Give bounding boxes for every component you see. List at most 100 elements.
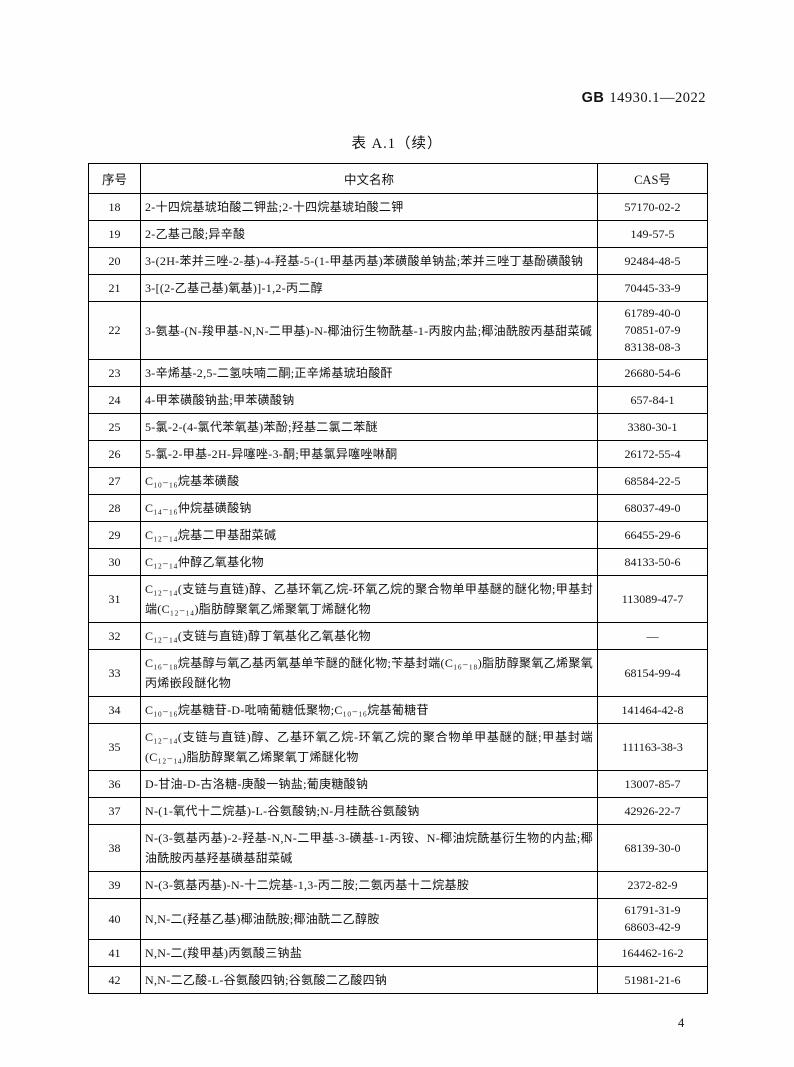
cas-number-cell: 61789-40-0 70851-07-9 83138-08-3 [597,301,708,360]
cas-number-cell: 68037-49-0 [597,494,708,522]
table-row: 19 2-乙基己酸;异辛酸 149-57-5 [88,220,708,248]
table-row: 24 4-甲苯磺酸钠盐;甲苯磺酸钠 657-84-1 [88,386,708,414]
row-number-cell: 42 [88,966,141,994]
row-number-cell: 40 [88,898,141,940]
row-number-cell: 21 [88,274,141,302]
cas-number-cell: 92484-48-5 [597,247,708,275]
table-row: 34 C₁₀₋₁₆烷基糖苷-D-吡喃葡糖低聚物;C₁₀₋₁₆烷基葡糖苷 141464… [88,696,708,724]
cas-number-cell: 66455-29-6 [597,521,708,549]
cas-number-cell: 68584-22-5 [597,467,708,495]
table-row: 33 C₁₆₋₁₈烷基醇与氧乙基丙氧基单苄醚的醚化物;苄基封端(C₁₆₋₁₈)脂肪… [88,649,708,697]
substance-name-cell: 3-[(2-乙基己基)氧基)]-1,2-丙二醇 [140,274,598,302]
substance-name-cell: N-(1-氧代十二烷基)-L-谷氨酸钠;N-月桂酰谷氨酸钠 [140,797,598,825]
substance-name-cell: N,N-二(羟基乙基)椰油酰胺;椰油酰二乙醇胺 [140,898,598,940]
substance-name-cell: C₁₂₋₁₄(支链与直链)醇、乙基环氧乙烷-环氧乙烷的聚合物单甲基醚的醚化物;甲… [140,575,598,623]
substance-name-cell: 2-十四烷基琥珀酸二钾盐;2-十四烷基琥珀酸二钾 [140,193,598,221]
row-number-cell: 38 [88,824,141,872]
cas-number-cell: 149-57-5 [597,220,708,248]
cas-number-cell: — [597,622,708,650]
row-number-cell: 24 [88,386,141,414]
row-number-cell: 37 [88,797,141,825]
col-header-no: 序号 [88,163,141,194]
col-header-name: 中文名称 [140,163,598,194]
table-row: 25 5-氯-2-(4-氯代苯氧基)苯酚;羟基二氯二苯醚 3380-30-1 [88,413,708,441]
substance-name-cell: C₁₂₋₁₄仲醇乙氧基化物 [140,548,598,576]
page-number: 4 [678,1016,685,1030]
table-row: 39 N-(3-氨基丙基)-N-十二烷基-1,3-丙二胺;二氨丙基十二烷基胺 237… [88,871,708,899]
table-row: 38 N-(3-氨基丙基)-2-羟基-N,N-二甲基-3-磺基-1-丙铵、N-椰油… [88,824,708,872]
substance-name-cell: C₁₀₋₁₆烷基苯磺酸 [140,467,598,495]
cas-number-cell: 68139-30-0 [597,824,708,872]
substance-name-cell: 5-氯-2-甲基-2H-异噻唑-3-酮;甲基氯异噻唑啉酮 [140,440,598,468]
row-number-cell: 26 [88,440,141,468]
row-number-cell: 41 [88,939,141,967]
row-number-cell: 22 [88,301,141,360]
table-row: 36 D-甘油-D-古洛糖-庚酸一钠盐;葡庚糖酸钠 13007-85-7 [88,770,708,798]
substance-name-cell: N,N-二(羧甲基)丙氨酸三钠盐 [140,939,598,967]
cas-number-cell: 657-84-1 [597,386,708,414]
substance-name-cell: 3-氨基-(N-羧甲基-N,N-二甲基)-N-椰油衍生物酰基-1-丙胺内盐;椰油… [140,301,598,360]
table-row: 35 C₁₂₋₁₄(支链与直链)醇、乙基环氧乙烷-环氧乙烷的聚合物单甲基醚的醚;甲… [88,723,708,771]
substance-name-cell: N,N-二乙酸-L-谷氨酸四钠;谷氨酸二乙酸四钠 [140,966,598,994]
standard-digits: 14930.1—2022 [609,90,706,106]
table-row: 30 C₁₂₋₁₄仲醇乙氧基化物 84133-50-6 [88,548,708,576]
cas-number-cell: 26172-55-4 [597,440,708,468]
row-number-cell: 25 [88,413,141,441]
substance-name-cell: 4-甲苯磺酸钠盐;甲苯磺酸钠 [140,386,598,414]
row-number-cell: 33 [88,649,141,697]
row-number-cell: 29 [88,521,141,549]
table-row: 28 C₁₄₋₁₆仲烷基磺酸钠 68037-49-0 [88,494,708,522]
row-number-cell: 23 [88,359,141,387]
cas-number-cell: 111163-38-3 [597,723,708,771]
row-number-cell: 19 [88,220,141,248]
substance-table: 序号 中文名称 CAS号 18 2-十四烷基琥珀酸二钾盐;2-十四烷基琥珀酸二钾 5… [88,163,708,994]
table-row: 40 N,N-二(羟基乙基)椰油酰胺;椰油酰二乙醇胺 61791-31-9 6860… [88,898,708,940]
table-row: 21 3-[(2-乙基己基)氧基)]-1,2-丙二醇 70445-33-9 [88,274,708,302]
cas-number-cell: 51981-21-6 [597,966,708,994]
table-row: 20 3-(2H-苯并三唑-2-基)-4-羟基-5-(1-甲基丙基)苯磺酸单钠盐;… [88,247,708,275]
cas-number-cell: 2372-82-9 [597,871,708,899]
table-row: 31 C₁₂₋₁₄(支链与直链)醇、乙基环氧乙烷-环氧乙烷的聚合物单甲基醚的醚化物… [88,575,708,623]
table-row: 22 3-氨基-(N-羧甲基-N,N-二甲基)-N-椰油衍生物酰基-1-丙胺内盐;… [88,301,708,360]
cas-number-cell: 68154-99-4 [597,649,708,697]
table-row: 27 C₁₀₋₁₆烷基苯磺酸 68584-22-5 [88,467,708,495]
table-row: 37 N-(1-氧代十二烷基)-L-谷氨酸钠;N-月桂酰谷氨酸钠 42926-22-… [88,797,708,825]
table-row: 26 5-氯-2-甲基-2H-异噻唑-3-酮;甲基氯异噻唑啉酮 26172-55-4 [88,440,708,468]
row-number-cell: 34 [88,696,141,724]
row-number-cell: 20 [88,247,141,275]
row-number-cell: 18 [88,193,141,221]
cas-number-cell: 26680-54-6 [597,359,708,387]
substance-name-cell: D-甘油-D-古洛糖-庚酸一钠盐;葡庚糖酸钠 [140,770,598,798]
cas-number-cell: 42926-22-7 [597,797,708,825]
substance-name-cell: C₁₂₋₁₄(支链与直链)醇丁氧基化乙氧基化物 [140,622,598,650]
table-row: 18 2-十四烷基琥珀酸二钾盐;2-十四烷基琥珀酸二钾 57170-02-2 [88,193,708,221]
cas-number-cell: 141464-42-8 [597,696,708,724]
row-number-cell: 39 [88,871,141,899]
table-row: 32 C₁₂₋₁₄(支链与直链)醇丁氧基化乙氧基化物 — [88,622,708,650]
substance-name-cell: C₁₄₋₁₆仲烷基磺酸钠 [140,494,598,522]
cas-number-cell: 70445-33-9 [597,274,708,302]
substance-name-cell: C₁₂₋₁₄烷基二甲基甜菜碱 [140,521,598,549]
table-row: 41 N,N-二(羧甲基)丙氨酸三钠盐 164462-16-2 [88,939,708,967]
substance-name-cell: 2-乙基己酸;异辛酸 [140,220,598,248]
cas-number-cell: 61791-31-9 68603-42-9 [597,898,708,940]
substance-name-cell: C₁₂₋₁₄(支链与直链)醇、乙基环氧乙烷-环氧乙烷的聚合物单甲基醚的醚;甲基封… [140,723,598,771]
table-row: 42 N,N-二乙酸-L-谷氨酸四钠;谷氨酸二乙酸四钠 51981-21-6 [88,966,708,994]
table-row: 23 3-辛烯基-2,5-二氢呋喃二酮;正辛烯基琥珀酸酐 26680-54-6 [88,359,708,387]
cas-number-cell: 113089-47-7 [597,575,708,623]
cas-number-cell: 13007-85-7 [597,770,708,798]
row-number-cell: 30 [88,548,141,576]
table-row: 29 C₁₂₋₁₄烷基二甲基甜菜碱 66455-29-6 [88,521,708,549]
cas-number-cell: 57170-02-2 [597,193,708,221]
substance-name-cell: N-(3-氨基丙基)-N-十二烷基-1,3-丙二胺;二氨丙基十二烷基胺 [140,871,598,899]
cas-number-cell: 84133-50-6 [597,548,708,576]
substance-name-cell: C₁₆₋₁₈烷基醇与氧乙基丙氧基单苄醚的醚化物;苄基封端(C₁₆₋₁₈)脂肪醇聚… [140,649,598,697]
substance-name-cell: 5-氯-2-(4-氯代苯氧基)苯酚;羟基二氯二苯醚 [140,413,598,441]
row-number-cell: 36 [88,770,141,798]
row-number-cell: 35 [88,723,141,771]
table-header-row: 序号 中文名称 CAS号 [88,163,708,194]
row-number-cell: 31 [88,575,141,623]
row-number-cell: 28 [88,494,141,522]
table-title: 表 A.1（续） [351,136,443,152]
